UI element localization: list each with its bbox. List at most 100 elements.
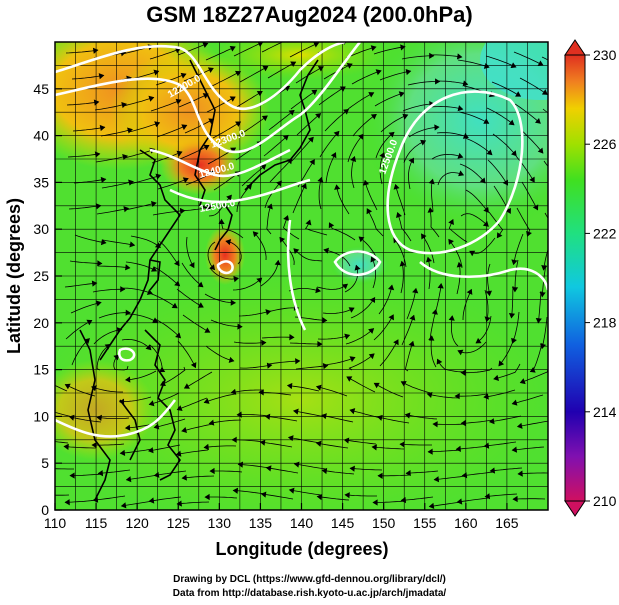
- streamline: [404, 341, 414, 372]
- x-tick-label: 160: [454, 515, 478, 531]
- streamline: [74, 234, 107, 244]
- streamline-arrow: [256, 90, 263, 97]
- streamline: [233, 490, 266, 495]
- streamline-arrow: [264, 413, 271, 420]
- streamline: [184, 118, 214, 134]
- streamline: [486, 107, 515, 126]
- streamline: [288, 288, 321, 292]
- streamline: [177, 340, 196, 368]
- streamline: [55, 441, 69, 444]
- streamline: [125, 370, 157, 381]
- streamline-arrow: [502, 179, 509, 186]
- streamline: [149, 496, 182, 502]
- streamline: [204, 393, 236, 403]
- streamline: [266, 203, 272, 235]
- streamline-arrow: [368, 353, 375, 360]
- streamline: [209, 470, 243, 473]
- streamline-arrow: [176, 150, 183, 157]
- streamline: [455, 393, 488, 397]
- streamline: [475, 315, 492, 344]
- chart-title: GSM 18Z27Aug2024 (200.0hPa): [146, 2, 473, 27]
- streamline: [513, 233, 524, 265]
- streamline: [266, 307, 299, 313]
- streamline: [96, 207, 129, 215]
- streamline: [128, 122, 160, 133]
- streamline: [521, 181, 539, 211]
- streamline-arrow: [435, 78, 441, 85]
- streamline-arrow: [321, 413, 327, 420]
- streamline: [124, 202, 157, 211]
- streamline: [232, 277, 263, 291]
- streamline: [211, 71, 241, 87]
- streamline: [239, 66, 269, 83]
- streamline-arrow: [508, 313, 516, 319]
- y-tick-label: 45: [33, 81, 49, 97]
- streamline-arrow: [535, 317, 542, 324]
- streamline: [268, 109, 295, 131]
- streamline: [344, 439, 377, 445]
- streamline: [295, 66, 324, 84]
- y-tick-label: 30: [33, 221, 49, 237]
- streamline-arrow: [493, 374, 500, 381]
- streamline-arrow: [349, 408, 356, 415]
- streamline-arrow: [323, 247, 330, 254]
- streamline: [304, 219, 328, 236]
- streamline: [323, 249, 351, 267]
- y-tick-label: 40: [33, 128, 49, 144]
- streamline: [148, 444, 181, 452]
- credit-line-1: Drawing by DCL (https://www.gfd-dennou.o…: [173, 574, 446, 585]
- streamline-arrow: [148, 447, 154, 454]
- streamline: [350, 467, 383, 471]
- streamline-arrow: [479, 177, 486, 184]
- streamline-arrow: [176, 500, 182, 507]
- streamline-arrow: [400, 44, 406, 51]
- streamline: [269, 158, 293, 183]
- streamline: [374, 92, 405, 107]
- streamline-arrow: [97, 260, 103, 267]
- streamline-arrow: [343, 109, 349, 115]
- streamline: [96, 343, 111, 371]
- streamline: [393, 237, 407, 268]
- streamline-arrow: [420, 139, 427, 146]
- y-tick-label: 0: [41, 502, 49, 518]
- streamline-arrow: [125, 376, 131, 383]
- streamline-arrow: [371, 444, 377, 451]
- streamline-arrow: [398, 91, 405, 98]
- streamline: [401, 496, 434, 501]
- streamline-arrow: [379, 152, 386, 159]
- streamline: [93, 329, 122, 345]
- streamline: [372, 446, 405, 450]
- streamline: [429, 54, 462, 58]
- streamline-arrow: [373, 382, 380, 389]
- colorbar: 230 226 222 218 214 210: [564, 39, 617, 517]
- streamline: [437, 359, 465, 373]
- streamline-arrow: [346, 376, 353, 382]
- y-tick-label: 15: [33, 362, 49, 378]
- streamline: [125, 261, 157, 272]
- streamline: [264, 180, 282, 209]
- streamline-arrow: [537, 147, 544, 154]
- streamline-arrow: [145, 344, 152, 351]
- streamline-arrow: [408, 157, 415, 164]
- streamline-arrow: [409, 314, 416, 321]
- streamline: [149, 392, 180, 405]
- streamline-arrow: [154, 121, 161, 128]
- streamline-arrow: [230, 147, 237, 153]
- streamline-arrow: [203, 144, 210, 151]
- streamline-arrow: [370, 45, 377, 52]
- streamline-arrow: [469, 250, 476, 257]
- streamline: [322, 307, 355, 314]
- streamline-arrow: [532, 204, 539, 211]
- streamline: [289, 489, 322, 496]
- streamline: [70, 473, 103, 476]
- streamline-arrow: [344, 492, 350, 499]
- streamline-arrow: [279, 236, 286, 243]
- streamline-arrow: [456, 498, 463, 505]
- streamline: [316, 386, 348, 397]
- streamline: [261, 336, 295, 339]
- streamline-arrow: [328, 222, 335, 229]
- streamline: [520, 129, 544, 154]
- streamline: [541, 316, 548, 349]
- x-tick-label: 130: [208, 515, 232, 531]
